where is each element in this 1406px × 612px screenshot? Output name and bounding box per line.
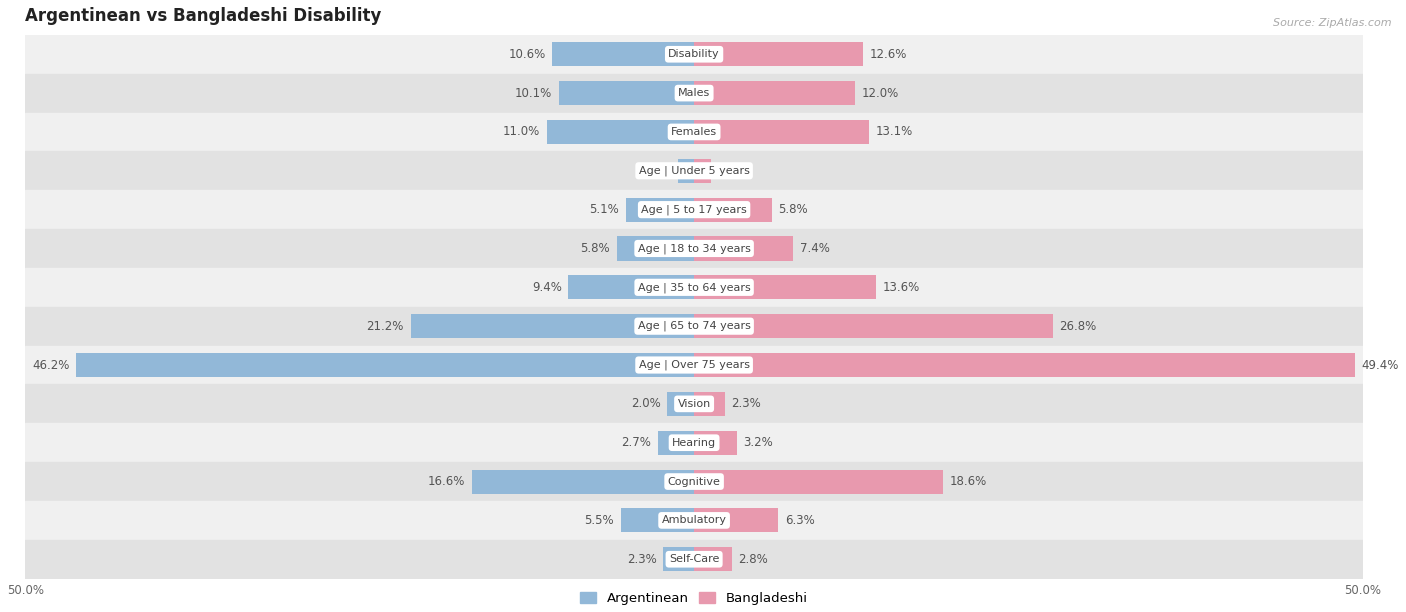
- Bar: [25, 346, 1362, 384]
- Bar: [695, 198, 772, 222]
- Text: 7.4%: 7.4%: [800, 242, 830, 255]
- Bar: [626, 198, 695, 222]
- Bar: [695, 236, 793, 261]
- Text: Cognitive: Cognitive: [668, 477, 720, 487]
- Text: Age | Over 75 years: Age | Over 75 years: [638, 360, 749, 370]
- Bar: [695, 275, 876, 299]
- Text: 21.2%: 21.2%: [367, 319, 404, 333]
- Bar: [25, 540, 1362, 579]
- Text: Age | 35 to 64 years: Age | 35 to 64 years: [638, 282, 751, 293]
- Text: Age | Under 5 years: Age | Under 5 years: [638, 165, 749, 176]
- Bar: [472, 469, 695, 494]
- Text: 11.0%: 11.0%: [503, 125, 540, 138]
- Text: 5.8%: 5.8%: [779, 203, 808, 216]
- Bar: [695, 469, 943, 494]
- Text: Age | 65 to 74 years: Age | 65 to 74 years: [638, 321, 751, 332]
- Text: Vision: Vision: [678, 399, 710, 409]
- Text: Females: Females: [671, 127, 717, 137]
- Bar: [695, 431, 737, 455]
- Text: Disability: Disability: [668, 49, 720, 59]
- Bar: [25, 190, 1362, 229]
- Bar: [568, 275, 695, 299]
- Text: 13.1%: 13.1%: [876, 125, 914, 138]
- Legend: Argentinean, Bangladeshi: Argentinean, Bangladeshi: [575, 586, 813, 610]
- Bar: [695, 120, 869, 144]
- Bar: [658, 431, 695, 455]
- Bar: [547, 120, 695, 144]
- Bar: [560, 81, 695, 105]
- Bar: [617, 236, 695, 261]
- Text: 9.4%: 9.4%: [531, 281, 562, 294]
- Text: Age | 18 to 34 years: Age | 18 to 34 years: [638, 243, 751, 254]
- Text: Age | 5 to 17 years: Age | 5 to 17 years: [641, 204, 747, 215]
- Text: 46.2%: 46.2%: [32, 359, 69, 371]
- Bar: [664, 547, 695, 571]
- Bar: [25, 229, 1362, 268]
- Text: 5.1%: 5.1%: [589, 203, 619, 216]
- Bar: [25, 35, 1362, 73]
- Text: 1.3%: 1.3%: [718, 164, 748, 177]
- Bar: [411, 314, 695, 338]
- Bar: [25, 151, 1362, 190]
- Bar: [695, 392, 725, 416]
- Bar: [695, 42, 863, 66]
- Text: Males: Males: [678, 88, 710, 98]
- Bar: [678, 159, 695, 183]
- Text: 1.2%: 1.2%: [641, 164, 672, 177]
- Bar: [25, 384, 1362, 424]
- Text: 12.6%: 12.6%: [869, 48, 907, 61]
- Bar: [25, 424, 1362, 462]
- Text: Hearing: Hearing: [672, 438, 716, 448]
- Text: 2.8%: 2.8%: [738, 553, 768, 565]
- Text: Self-Care: Self-Care: [669, 554, 720, 564]
- Text: 10.6%: 10.6%: [509, 48, 546, 61]
- Bar: [553, 42, 695, 66]
- Bar: [25, 307, 1362, 346]
- Text: 5.8%: 5.8%: [581, 242, 610, 255]
- Bar: [695, 547, 731, 571]
- Text: 13.6%: 13.6%: [883, 281, 920, 294]
- Text: 18.6%: 18.6%: [949, 475, 987, 488]
- Text: 2.7%: 2.7%: [621, 436, 651, 449]
- Text: 49.4%: 49.4%: [1361, 359, 1399, 371]
- Bar: [695, 353, 1355, 377]
- Text: 3.2%: 3.2%: [744, 436, 773, 449]
- Bar: [25, 113, 1362, 151]
- Text: 2.3%: 2.3%: [627, 553, 657, 565]
- Text: 10.1%: 10.1%: [515, 87, 553, 100]
- Text: 26.8%: 26.8%: [1059, 319, 1097, 333]
- Text: Source: ZipAtlas.com: Source: ZipAtlas.com: [1274, 18, 1392, 28]
- Bar: [620, 509, 695, 532]
- Bar: [668, 392, 695, 416]
- Bar: [25, 268, 1362, 307]
- Text: 12.0%: 12.0%: [862, 87, 898, 100]
- Bar: [76, 353, 695, 377]
- Text: 6.3%: 6.3%: [785, 514, 815, 527]
- Bar: [25, 501, 1362, 540]
- Text: 2.3%: 2.3%: [731, 397, 761, 411]
- Text: 2.0%: 2.0%: [631, 397, 661, 411]
- Bar: [695, 81, 855, 105]
- Text: Ambulatory: Ambulatory: [662, 515, 727, 525]
- Bar: [25, 73, 1362, 113]
- Bar: [695, 314, 1053, 338]
- Bar: [695, 159, 711, 183]
- Text: 5.5%: 5.5%: [585, 514, 614, 527]
- Text: Argentinean vs Bangladeshi Disability: Argentinean vs Bangladeshi Disability: [25, 7, 382, 25]
- Bar: [25, 462, 1362, 501]
- Bar: [695, 509, 779, 532]
- Text: 16.6%: 16.6%: [427, 475, 465, 488]
